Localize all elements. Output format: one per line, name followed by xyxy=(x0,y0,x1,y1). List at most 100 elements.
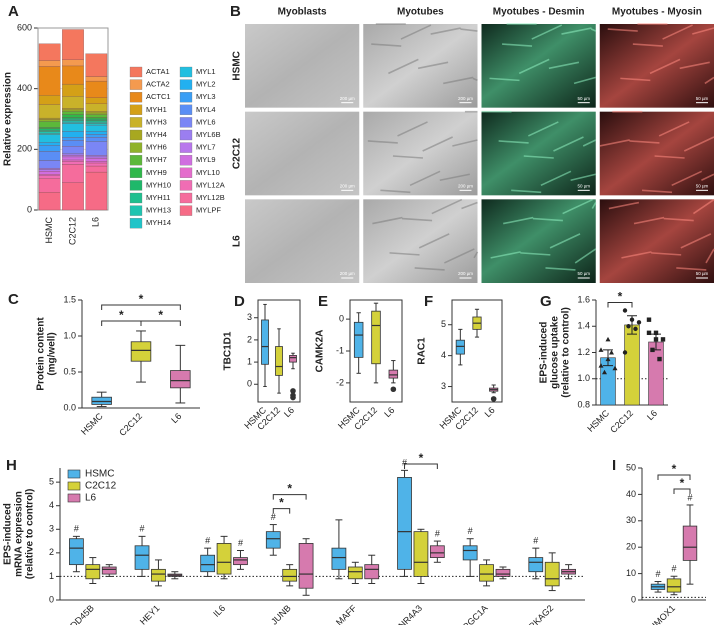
significance-marker: # xyxy=(533,536,538,546)
box xyxy=(682,525,698,561)
bar-segment xyxy=(38,134,61,143)
y-axis-label: (mg/well) xyxy=(47,332,58,375)
point xyxy=(660,337,666,342)
bar-segment xyxy=(38,169,61,172)
fiber xyxy=(528,121,559,137)
fiber xyxy=(590,28,597,32)
box xyxy=(397,477,412,570)
fiber xyxy=(705,248,715,264)
legend-label: MYL6 xyxy=(196,117,216,126)
y-axis-label: CAMK2A xyxy=(315,330,326,373)
scale-bar-label: 50 µm xyxy=(577,271,590,276)
point xyxy=(646,330,652,336)
bar-segment xyxy=(38,95,61,105)
scale-bar-label: 50 µm xyxy=(696,96,709,101)
y-tick-label: 0 xyxy=(339,314,344,324)
micrograph xyxy=(481,199,596,283)
bar-segment xyxy=(38,192,61,211)
bar-segment xyxy=(85,118,108,121)
point xyxy=(602,369,607,375)
legend-label: MYH11 xyxy=(146,193,170,202)
fiber xyxy=(548,61,580,70)
y-tick-label: 0.8 xyxy=(577,399,590,409)
row-label: C2C12 xyxy=(232,138,243,170)
bar-segment xyxy=(38,130,61,132)
y-axis-label: EPS-induced xyxy=(3,503,14,565)
y-tick-label: 1.5 xyxy=(63,294,76,304)
outlier xyxy=(290,394,296,401)
legend-swatch xyxy=(129,104,143,115)
bar-segment xyxy=(85,114,108,118)
outlier xyxy=(490,396,497,402)
column-title: Myotubes - Desmin xyxy=(493,7,585,18)
fiber xyxy=(430,27,461,35)
fiber xyxy=(422,136,453,152)
bar-segment xyxy=(85,130,108,135)
fiber xyxy=(490,251,521,259)
fiber xyxy=(540,170,572,187)
bar-segment xyxy=(62,65,84,85)
legend-swatch xyxy=(179,117,193,128)
fiber xyxy=(367,140,398,144)
fiber xyxy=(632,43,663,47)
y-tick-label: 1.0 xyxy=(577,373,590,383)
y-axis-label: glucose uptake xyxy=(550,316,561,389)
bar-segment xyxy=(62,109,84,112)
legend-label: MYH13 xyxy=(146,206,171,215)
legend-swatch xyxy=(67,493,81,503)
significance-marker: # xyxy=(205,536,210,546)
box xyxy=(371,310,381,365)
panel-letter: C xyxy=(8,291,19,308)
fiber xyxy=(620,77,651,82)
bar-segment xyxy=(38,171,61,175)
fiber xyxy=(671,170,703,187)
box xyxy=(91,396,112,405)
fiber xyxy=(658,121,690,137)
scale-bar-label: 50 µm xyxy=(696,184,709,189)
legend-label: MYH7 xyxy=(146,155,167,164)
box xyxy=(233,557,248,566)
legend-label: MYL12A xyxy=(196,180,225,189)
box xyxy=(151,568,166,582)
bar-segment xyxy=(85,53,108,77)
y-tick-label: 3 xyxy=(49,524,54,534)
bar-segment xyxy=(38,60,61,67)
bracket-label: * xyxy=(419,451,424,465)
fiber xyxy=(400,24,432,40)
bracket xyxy=(101,304,181,310)
box xyxy=(347,566,363,580)
fiber xyxy=(389,252,420,256)
bar-segment xyxy=(85,121,108,124)
bar-segment xyxy=(62,114,84,118)
fiber xyxy=(561,27,592,35)
bracket-label: * xyxy=(139,292,144,306)
legend-swatch xyxy=(67,481,81,491)
fiber xyxy=(562,198,593,215)
box xyxy=(495,568,511,577)
y-tick-label: 4 xyxy=(49,500,54,510)
fiber xyxy=(683,136,715,152)
y-tick-label: 0.0 xyxy=(63,402,76,412)
box xyxy=(298,543,314,589)
legend-label: MYH3 xyxy=(146,117,167,126)
bar-segment xyxy=(38,160,61,169)
box xyxy=(216,543,232,575)
point xyxy=(598,347,604,352)
bar-segment xyxy=(62,146,84,155)
panel-letter: F xyxy=(424,293,433,310)
bar-segment xyxy=(85,103,108,112)
bar-segment xyxy=(62,59,84,67)
bar-segment xyxy=(38,43,61,61)
legend-label: ACTA1 xyxy=(146,67,170,76)
box xyxy=(134,545,150,570)
box xyxy=(200,554,216,573)
legend-label: MYL1 xyxy=(196,67,216,76)
bar-segment xyxy=(38,128,61,131)
fiber xyxy=(553,136,584,152)
point xyxy=(650,347,655,353)
micrograph xyxy=(481,24,596,108)
fiber xyxy=(460,28,478,32)
point xyxy=(633,326,638,332)
point xyxy=(605,356,611,362)
scale-bar-label: 200 µm xyxy=(458,184,473,189)
